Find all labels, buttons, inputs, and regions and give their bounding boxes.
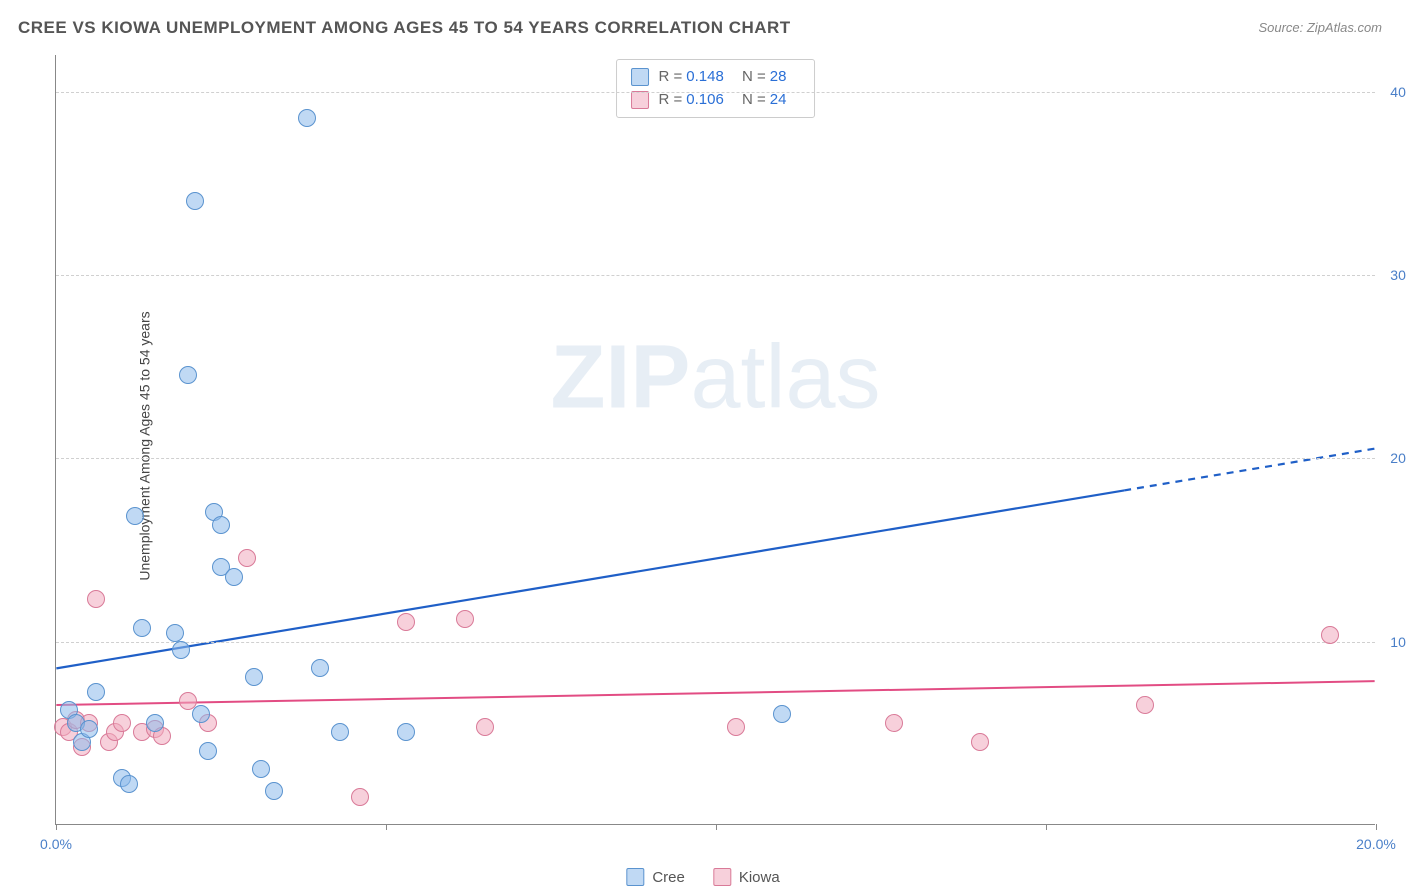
gridline (56, 92, 1375, 93)
gridline (56, 642, 1375, 643)
cree-point (133, 619, 151, 637)
plot-area: ZIPatlas R =0.148 N =28 R =0.106 N =24 1… (55, 55, 1375, 825)
legend-kiowa-label: Kiowa (739, 869, 780, 886)
x-tick-label: 0.0% (40, 836, 72, 852)
kiowa-point (351, 788, 369, 806)
n-label-2: N = (742, 91, 766, 108)
kiowa-point (1321, 626, 1339, 644)
kiowa-point (885, 714, 903, 732)
cree-point (80, 720, 98, 738)
source-attribution: Source: ZipAtlas.com (1258, 20, 1382, 35)
cree-r-value: 0.148 (686, 68, 724, 85)
kiowa-swatch-icon (631, 91, 649, 109)
cree-point (179, 366, 197, 384)
watermark-bold: ZIP (550, 327, 690, 427)
gridline (56, 275, 1375, 276)
watermark-rest: atlas (690, 327, 880, 427)
stats-legend-box: R =0.148 N =28 R =0.106 N =24 (616, 59, 816, 118)
cree-point (186, 192, 204, 210)
y-tick-label: 10.0% (1380, 634, 1406, 650)
kiowa-r-value: 0.106 (686, 91, 724, 108)
cree-point (146, 714, 164, 732)
kiowa-legend-swatch-icon (713, 868, 731, 886)
x-tick (1046, 824, 1047, 830)
legend-item-cree: Cree (626, 868, 685, 886)
r-label: R = (659, 68, 683, 85)
y-tick-label: 30.0% (1380, 267, 1406, 283)
x-tick (1376, 824, 1377, 830)
x-tick-label: 20.0% (1356, 836, 1396, 852)
cree-point (265, 782, 283, 800)
cree-point (212, 516, 230, 534)
y-tick-label: 20.0% (1380, 450, 1406, 466)
cree-point (331, 723, 349, 741)
x-tick (716, 824, 717, 830)
kiowa-point (87, 590, 105, 608)
kiowa-point (727, 718, 745, 736)
kiowa-point (238, 549, 256, 567)
cree-point (192, 705, 210, 723)
cree-point (225, 568, 243, 586)
x-tick (56, 824, 57, 830)
kiowa-point (476, 718, 494, 736)
cree-point (311, 659, 329, 677)
cree-point (87, 683, 105, 701)
cree-point (166, 624, 184, 642)
cree-n-value: 28 (770, 68, 787, 85)
trend-lines-layer (56, 55, 1375, 824)
kiowa-point (1136, 696, 1154, 714)
legend-cree-label: Cree (652, 869, 685, 886)
kiowa-point (113, 714, 131, 732)
cree-point (120, 775, 138, 793)
cree-point (126, 507, 144, 525)
cree-point (298, 109, 316, 127)
correlation-chart: CREE VS KIOWA UNEMPLOYMENT AMONG AGES 45… (0, 0, 1406, 892)
r-label-2: R = (659, 91, 683, 108)
kiowa-point (397, 613, 415, 631)
cree-point (199, 742, 217, 760)
cree-legend-swatch-icon (626, 868, 644, 886)
cree-point (245, 668, 263, 686)
cree-trendline-dashed (1124, 449, 1374, 491)
gridline (56, 458, 1375, 459)
chart-title: CREE VS KIOWA UNEMPLOYMENT AMONG AGES 45… (18, 18, 791, 38)
stats-row-cree: R =0.148 N =28 (631, 66, 801, 89)
x-tick (386, 824, 387, 830)
cree-swatch-icon (631, 68, 649, 86)
watermark: ZIPatlas (550, 326, 880, 429)
y-tick-label: 40.0% (1380, 84, 1406, 100)
kiowa-n-value: 24 (770, 91, 787, 108)
legend-item-kiowa: Kiowa (713, 868, 780, 886)
n-label: N = (742, 68, 766, 85)
kiowa-point (971, 733, 989, 751)
bottom-legend: Cree Kiowa (626, 868, 779, 886)
cree-point (773, 705, 791, 723)
cree-point (252, 760, 270, 778)
kiowa-point (456, 610, 474, 628)
cree-point (397, 723, 415, 741)
cree-point (172, 641, 190, 659)
